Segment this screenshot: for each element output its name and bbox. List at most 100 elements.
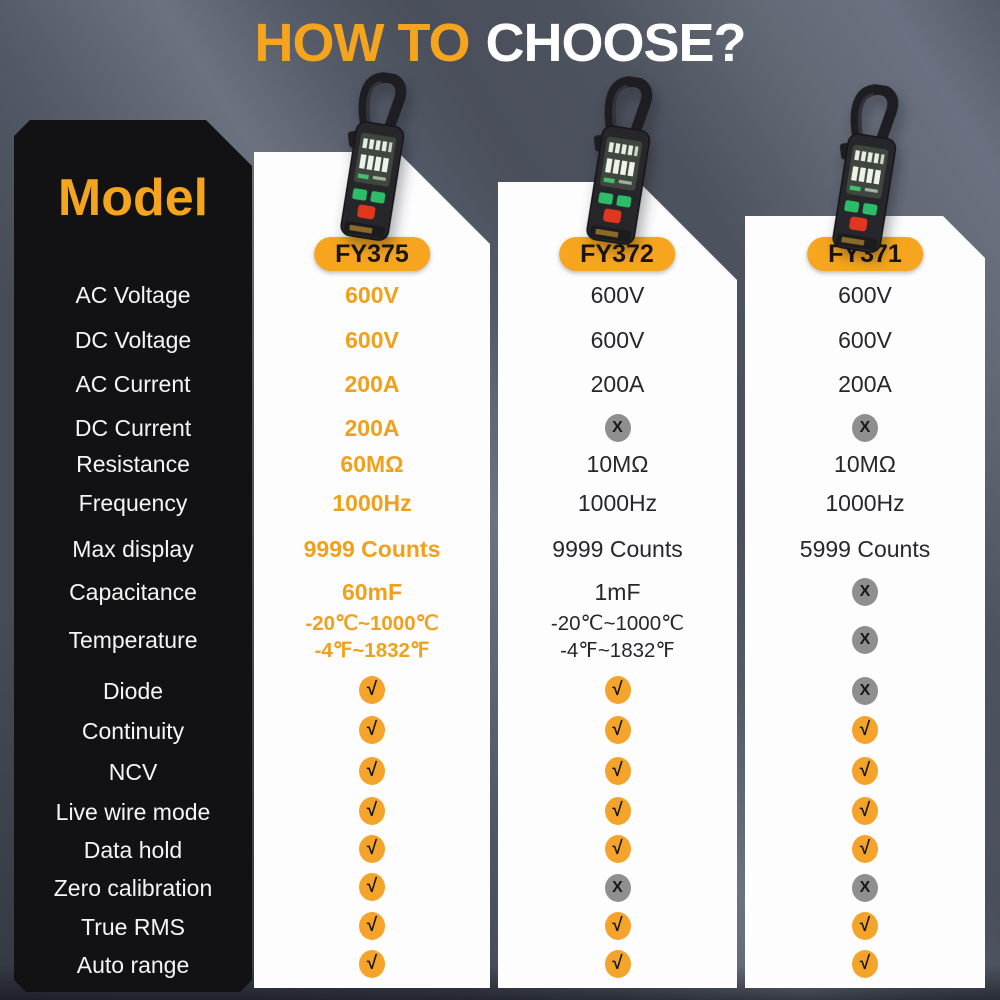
check-icon: √ (359, 676, 385, 704)
cell-value: 10MΩ (586, 451, 649, 477)
check-icon: √ (359, 757, 385, 785)
cell-fy371-diode: X (745, 676, 985, 706)
cell-fy372-ncv: √ (498, 757, 737, 787)
row-label-zero-calibration: Zero calibration (53, 875, 213, 901)
row-label-dc-voltage: DC Voltage (74, 327, 192, 353)
cell-fy371-capacitance: X (745, 577, 985, 607)
cell-fy372-zero-calibration: X (498, 873, 737, 903)
cell-value: 200A (344, 415, 400, 441)
cell-fy371-dc-current: X (745, 413, 985, 443)
cell-fy372-continuity: √ (498, 716, 737, 746)
cell-value: 200A (344, 371, 400, 397)
cell-value: 1000Hz (825, 490, 905, 516)
cell-fy375-resistance: 60MΩ (254, 449, 490, 483)
title-highlight: HOW TO (254, 13, 470, 73)
cross-icon: X (852, 874, 878, 902)
cell-fy372-auto-range: √ (498, 950, 737, 980)
cell-value: 10MΩ (834, 451, 896, 477)
cell-fy371-max-display: 5999 Counts (745, 534, 985, 568)
cell-fy375-ncv: √ (254, 757, 490, 787)
check-icon: √ (604, 676, 631, 704)
row-label-true-rms: True RMS (81, 914, 185, 940)
cell-fy371-resistance: 10MΩ (745, 449, 985, 483)
cell-fy371-auto-range: √ (745, 950, 985, 980)
cell-value: 1000Hz (332, 490, 412, 516)
cross-icon: X (852, 626, 878, 654)
cell-fy372-resistance: 10MΩ (498, 449, 737, 483)
cell-value: 9999 Counts (303, 536, 441, 562)
cell-fy375-frequency: 1000Hz (254, 488, 490, 522)
cell-fy375-capacitance: 60mF (254, 577, 490, 611)
cell-value: 200A (838, 371, 892, 397)
cross-icon: X (604, 414, 631, 442)
row-label-ncv: NCV (108, 759, 158, 785)
check-icon: √ (604, 797, 631, 825)
row-label-data-hold: Data hold (83, 837, 183, 863)
cell-fy372-dc-current: X (498, 413, 737, 443)
title-rest: CHOOSE? (485, 13, 746, 73)
cell-fy371-ac-current: 200A (745, 369, 985, 403)
cell-value: 600V (838, 282, 892, 308)
cell-fy371-continuity: √ (745, 716, 985, 746)
check-icon: √ (359, 873, 385, 901)
check-icon: √ (359, 716, 385, 744)
cell-fy375-max-display: 9999 Counts (254, 534, 490, 568)
model-badge-fy372: FY372 (559, 237, 675, 271)
cell-value: -20℃~1000℃ -4℉~1832℉ (305, 612, 439, 662)
cell-value: 600V (345, 327, 399, 353)
cross-icon: X (604, 874, 631, 902)
cell-fy371-data-hold: √ (745, 835, 985, 865)
cell-fy372-true-rms: √ (498, 912, 737, 942)
row-label-auto-range: Auto range (76, 952, 190, 978)
cell-fy375-dc-current: 200A (254, 413, 490, 447)
cell-fy375-data-hold: √ (254, 835, 490, 865)
cell-value: 600V (838, 327, 892, 353)
cell-value: 1000Hz (577, 490, 658, 516)
feature-sidebar-panel (14, 120, 252, 992)
cross-icon: X (852, 677, 878, 705)
model-heading: Model (57, 169, 209, 227)
row-label-diode: Diode (102, 678, 164, 704)
cell-fy372-frequency: 1000Hz (498, 488, 737, 522)
cell-fy372-temperature: -20℃~1000℃ -4℉~1832℉ (498, 610, 737, 668)
cell-value: 60mF (341, 579, 403, 605)
row-label-live-wire-mode: Live wire mode (55, 799, 211, 825)
cell-value: 5999 Counts (799, 536, 931, 562)
check-icon: √ (359, 797, 385, 825)
cell-fy375-dc-voltage: 600V (254, 325, 490, 359)
check-icon: √ (604, 912, 631, 940)
cell-fy375-live-wire-mode: √ (254, 797, 490, 827)
cross-icon: X (852, 414, 878, 442)
check-icon: √ (359, 835, 385, 863)
cell-fy371-temperature: X (745, 625, 985, 655)
cell-fy375-auto-range: √ (254, 950, 490, 980)
cell-fy372-capacitance: 1mF (498, 577, 737, 611)
cell-fy371-ac-voltage: 600V (745, 280, 985, 314)
row-label-temperature: Temperature (68, 627, 198, 653)
cell-fy375-diode: √ (254, 676, 490, 706)
cross-icon: X (852, 578, 878, 606)
cell-fy371-zero-calibration: X (745, 873, 985, 903)
cell-value: 1mF (594, 579, 641, 605)
cell-value: 600V (590, 282, 645, 308)
cell-fy372-max-display: 9999 Counts (498, 534, 737, 568)
cell-fy375-zero-calibration: √ (254, 873, 490, 903)
cell-fy372-data-hold: √ (498, 835, 737, 865)
cell-fy375-true-rms: √ (254, 912, 490, 942)
check-icon: √ (359, 950, 385, 978)
cell-fy372-dc-voltage: 600V (498, 325, 737, 359)
cell-value: 9999 Counts (552, 536, 683, 562)
check-icon: √ (852, 757, 878, 785)
cell-fy375-ac-current: 200A (254, 369, 490, 403)
row-label-capacitance: Capacitance (69, 579, 197, 605)
row-label-resistance: Resistance (76, 451, 190, 477)
row-label-ac-voltage: AC Voltage (75, 282, 191, 308)
cell-fy372-ac-current: 200A (498, 369, 737, 403)
cell-fy372-live-wire-mode: √ (498, 797, 737, 827)
cell-value: -20℃~1000℃ -4℉~1832℉ (550, 612, 685, 662)
check-icon: √ (852, 950, 878, 978)
cell-fy375-ac-voltage: 600V (254, 280, 490, 314)
cell-fy372-diode: √ (498, 676, 737, 706)
check-icon: √ (359, 912, 385, 940)
